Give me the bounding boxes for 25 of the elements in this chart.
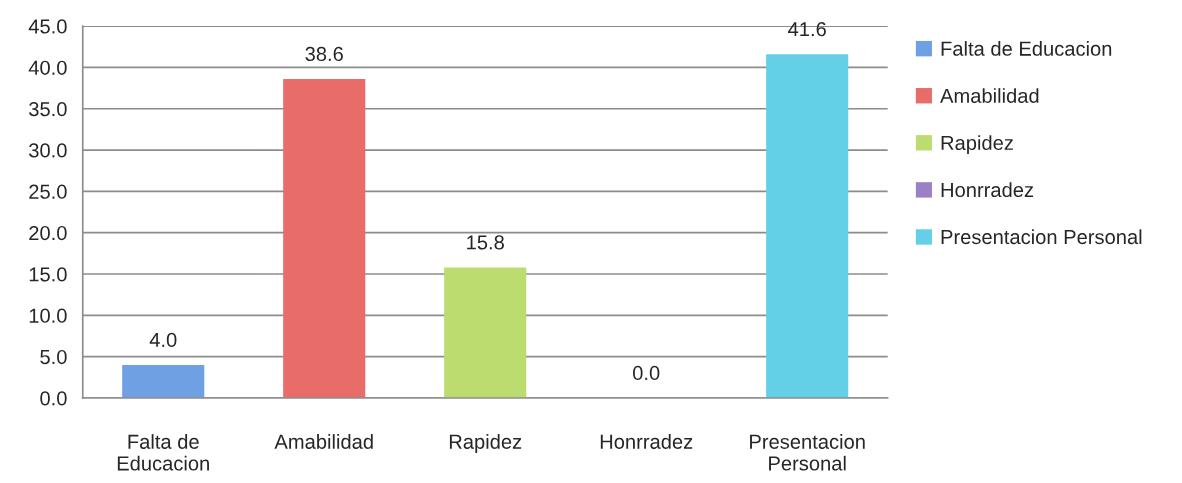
y-tick-label: 0.0 xyxy=(40,391,67,406)
data-label: 15.8 xyxy=(467,235,504,250)
x-tick-label: Amabilidad xyxy=(274,434,373,449)
x-tick-label: Honrradez xyxy=(600,434,693,449)
x-tick-label: Rapidez xyxy=(449,434,522,453)
legend-label: Honrradez xyxy=(941,182,1034,198)
data-label: 0.0 xyxy=(632,365,660,381)
x-tick-label: Presentacion Personal xyxy=(750,434,865,471)
data-label: 4.0 xyxy=(149,332,177,348)
y-tick-label: 35.0 xyxy=(29,101,67,117)
legend-label: Amabilidad xyxy=(940,88,1039,103)
data-label: 41.6 xyxy=(788,22,826,37)
y-tick-label: 45.0 xyxy=(28,19,67,34)
y-tick-label: 40.0 xyxy=(28,60,67,75)
legend-label: Rapidez xyxy=(941,135,1013,154)
y-tick-label: 15.0 xyxy=(29,267,67,282)
y-tick-label: 20.0 xyxy=(29,225,67,241)
legend-label: Falta de Educacion xyxy=(941,41,1112,56)
data-label: 38.6 xyxy=(305,46,343,62)
y-tick-label: 5.0 xyxy=(40,349,67,365)
y-tick-label: 30.0 xyxy=(29,143,67,158)
y-tick-label: 10.0 xyxy=(29,308,67,323)
y-tick-label: 25.0 xyxy=(29,184,67,199)
x-tick-label: Falta de Educacion xyxy=(117,434,209,471)
legend-label: Presentacion Personal xyxy=(941,229,1142,245)
